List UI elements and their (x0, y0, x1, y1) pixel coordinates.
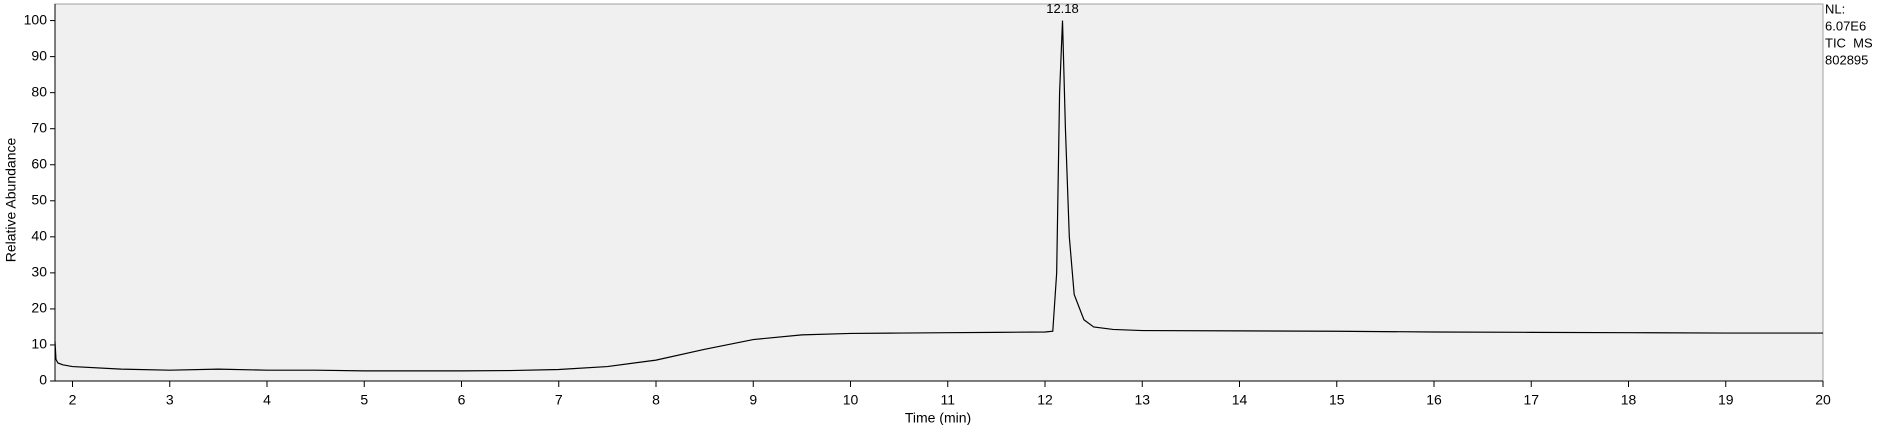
y-tick-label: 90 (31, 47, 47, 63)
x-tick-label: 20 (1815, 392, 1831, 408)
x-tick-label: 11 (940, 392, 955, 408)
x-tick-label: 17 (1523, 392, 1539, 408)
y-tick-label: 100 (24, 11, 48, 27)
x-tick-label: 2 (69, 392, 77, 408)
y-axis-title: Relative Abundance (3, 138, 19, 263)
x-tick-label: 14 (1232, 392, 1248, 408)
x-tick-label: 7 (555, 392, 563, 408)
x-tick-label: 13 (1134, 392, 1150, 408)
peak-label: 12.18 (1046, 1, 1079, 16)
y-tick-label: 60 (31, 155, 47, 171)
x-tick-label: 8 (652, 392, 660, 408)
x-axis-title: Time (min) (905, 410, 971, 425)
x-tick-label: 12 (1037, 392, 1053, 408)
info-line: NL: (1825, 1, 1845, 16)
info-line: TIC MS (1825, 35, 1873, 50)
y-tick-label: 0 (39, 372, 47, 388)
x-tick-label: 3 (166, 392, 174, 408)
x-tick-label: 15 (1329, 392, 1345, 408)
y-tick-label: 20 (31, 300, 47, 316)
x-tick-label: 9 (749, 392, 757, 408)
y-tick-label: 30 (31, 264, 47, 280)
y-tick-label: 40 (31, 228, 47, 244)
x-tick-label: 18 (1621, 392, 1637, 408)
x-tick-label: 19 (1718, 392, 1734, 408)
info-line: 6.07E6 (1825, 18, 1866, 33)
x-tick-label: 16 (1426, 392, 1442, 408)
y-tick-label: 80 (31, 83, 47, 99)
chromatogram-line (54, 20, 1823, 372)
x-tick-label: 10 (843, 392, 859, 408)
y-tick-label: 70 (31, 119, 47, 135)
x-tick-label: 4 (263, 392, 271, 408)
y-tick-label: 10 (31, 336, 47, 352)
y-tick-label: 50 (31, 191, 47, 207)
x-tick-label: 6 (458, 392, 466, 408)
x-tick-label: 5 (360, 392, 368, 408)
info-line: 802895 (1825, 52, 1868, 67)
plot-area (54, 3, 1824, 382)
